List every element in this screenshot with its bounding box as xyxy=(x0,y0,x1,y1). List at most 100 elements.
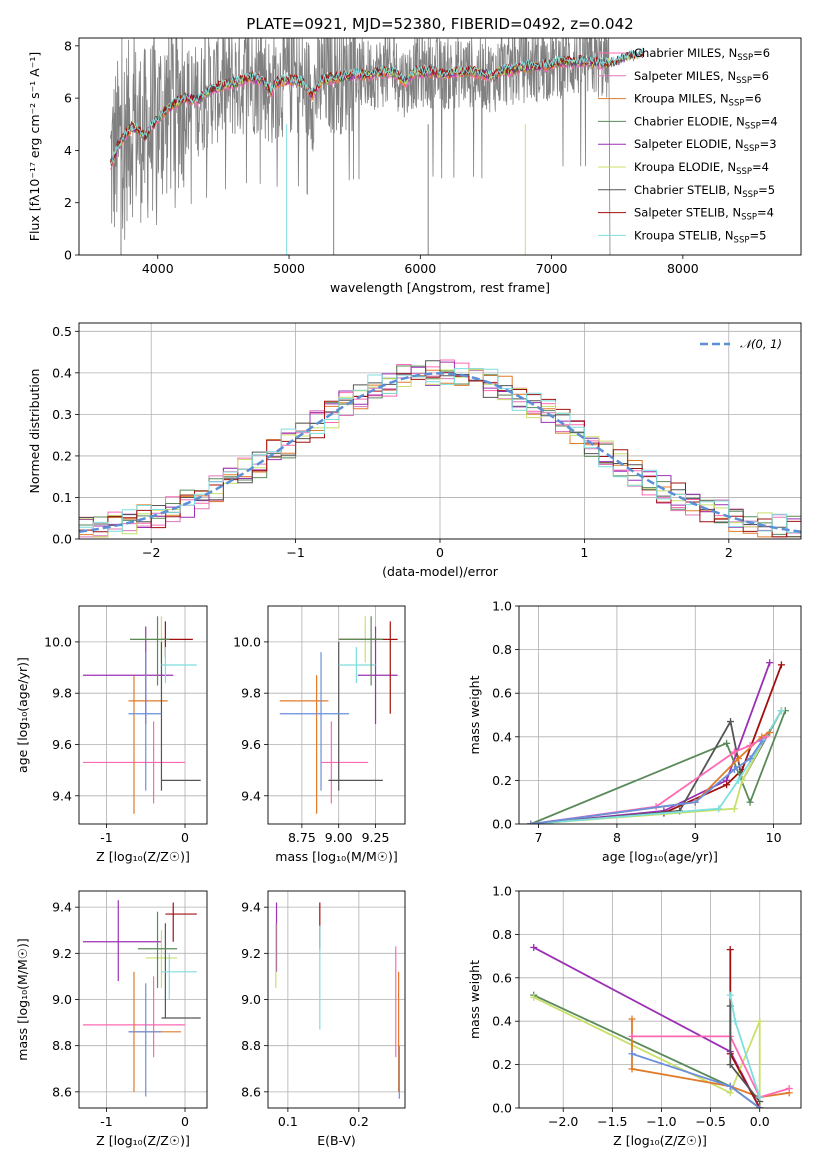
plus-marker xyxy=(766,659,774,667)
plus-marker xyxy=(730,748,738,756)
y-tick-label: 0.4 xyxy=(52,365,72,380)
plus-marker xyxy=(726,991,734,999)
y-tick-label: 0 xyxy=(64,248,72,263)
x-tick-label: 0 xyxy=(436,545,444,560)
x-tick-label: 0.2 xyxy=(349,1114,369,1129)
plus-marker xyxy=(756,1017,764,1025)
y-tick-label: 1.0 xyxy=(492,599,512,614)
y-tick-label: 0.4 xyxy=(492,729,512,744)
plus-marker xyxy=(715,805,723,813)
y-tick-label: 0.8 xyxy=(492,927,512,942)
plus-marker xyxy=(691,798,699,806)
plus-marker xyxy=(628,1050,636,1058)
x-tick-label: −0.5 xyxy=(695,1114,725,1129)
error-bar-point xyxy=(137,911,178,988)
error-bar-point xyxy=(338,616,383,686)
plus-marker xyxy=(723,739,731,747)
x-tick-label: 8000 xyxy=(667,261,699,276)
error-bar-point xyxy=(82,900,162,982)
error-bar-point xyxy=(128,652,162,791)
x-tick-label: −1.0 xyxy=(646,1114,676,1129)
legend-label: Kroupa MILES, NSSP=6 xyxy=(634,92,761,109)
plus-marker xyxy=(758,737,766,745)
x-tick-label: -1 xyxy=(100,1114,112,1129)
plus-marker xyxy=(756,1104,764,1108)
mass-weight-line xyxy=(533,996,761,1108)
error-bar-point xyxy=(161,953,197,1000)
y-tick-label: 9.4 xyxy=(241,900,261,915)
plus-marker xyxy=(734,776,742,784)
plus-marker xyxy=(726,946,734,954)
axes-frame xyxy=(78,37,802,256)
plot-area xyxy=(79,891,207,1108)
plus-marker xyxy=(527,820,535,824)
legend-label: Kroupa ELODIE, NSSP=4 xyxy=(634,160,769,177)
axes-frame xyxy=(518,605,802,825)
plus-marker xyxy=(777,707,785,715)
plus-marker xyxy=(730,766,738,773)
chart-spectrum: 4000 5000 6000 7000 8000 0 2 4 6 8 wavelength [Ang… xyxy=(27,37,802,295)
y-tick-label: 9.0 xyxy=(52,992,72,1007)
plus-marker xyxy=(734,755,742,763)
x-tick-label: 2 xyxy=(725,545,733,560)
x-tick-label: 0.0 xyxy=(750,1114,770,1129)
x-axis-label: E(B-V) xyxy=(317,1133,356,1148)
y-tick-label: 0.6 xyxy=(492,686,512,701)
y-tick-label: 9.4 xyxy=(52,788,72,803)
y-tick-label: 0.2 xyxy=(492,773,512,788)
error-bar-point xyxy=(357,626,398,724)
x-tick-label: 9 xyxy=(691,830,699,845)
y-tick-label: 9.8 xyxy=(241,686,261,701)
error-bar-point xyxy=(160,641,201,791)
plus-marker xyxy=(726,1061,734,1069)
plus-marker xyxy=(726,1082,734,1090)
y-tick-label: 0.2 xyxy=(52,448,72,463)
y-tick-label: 9.0 xyxy=(241,992,261,1007)
histogram-step xyxy=(79,360,801,538)
x-tick-label: −2 xyxy=(142,545,160,560)
x-axis-label: Z [log₁₀(Z/Z☉)] xyxy=(96,849,190,864)
legend: 𝒩(0, 1) xyxy=(700,337,782,351)
x-tick-label: 9.00 xyxy=(325,830,353,845)
plus-marker xyxy=(785,1084,793,1092)
plus-marker xyxy=(746,798,754,806)
x-tick-label: −2.0 xyxy=(548,1114,578,1129)
x-tick-label: 0 xyxy=(181,830,189,845)
error-bar-point xyxy=(165,902,197,942)
y-axis-label: mass [log₁₀(M/M☉)] xyxy=(15,938,30,1060)
y-tick-label: 0.4 xyxy=(492,1014,512,1029)
y-tick-label: 0.0 xyxy=(492,1101,512,1116)
model-line xyxy=(110,50,644,167)
plus-marker xyxy=(628,1032,636,1040)
y-tick-label: 9.6 xyxy=(241,737,261,752)
gaussian-curve xyxy=(79,372,801,533)
x-tick-label: 7 xyxy=(535,830,543,845)
x-tick-label: 0.1 xyxy=(278,1114,298,1129)
y-tick-label: 9.4 xyxy=(52,900,72,915)
x-axis-label: mass [log₁₀(M/M☉)] xyxy=(275,849,397,864)
y-tick-label: 9.2 xyxy=(241,946,261,961)
x-tick-label: 0 xyxy=(181,1114,189,1129)
legend-label: Salpeter ELODIE, NSSP=3 xyxy=(634,137,777,154)
chart-residuals: −2 −1 0 1 2 0.0 0.1 0.2 0.3 0.4 0.5 (data-model)/er… xyxy=(27,322,802,579)
axes-frame xyxy=(78,605,208,825)
error-bar-point xyxy=(279,675,329,814)
plus-marker xyxy=(746,755,754,763)
x-tick-label: -1 xyxy=(100,830,112,845)
plus-marker xyxy=(766,728,774,736)
x-tick-label: 10 xyxy=(766,830,782,845)
plus-marker xyxy=(730,805,738,813)
mass-weight-line xyxy=(530,664,783,824)
chart-Z-age: -1 0 9.4 9.6 9.8 10.0 Z [log₁₀(Z/Z☉)] age [log₁… xyxy=(15,605,208,864)
y-tick-label: 8.8 xyxy=(52,1038,72,1053)
legend: Chabrier MILES, NSSP=6 Salpeter MILES, NS… xyxy=(598,46,778,245)
legend-label: Chabrier STELIB, NSSP=5 xyxy=(634,183,775,200)
y-tick-label: 0.6 xyxy=(492,970,512,985)
y-tick-label: 4 xyxy=(64,143,72,158)
x-tick-label: 8.75 xyxy=(288,830,316,845)
legend-label: Salpeter STELIB, NSSP=4 xyxy=(634,206,774,223)
legend-label: Salpeter MILES, NSSP=6 xyxy=(634,69,769,86)
x-tick-label: 4000 xyxy=(142,261,174,276)
x-tick-label: 8 xyxy=(613,830,621,845)
